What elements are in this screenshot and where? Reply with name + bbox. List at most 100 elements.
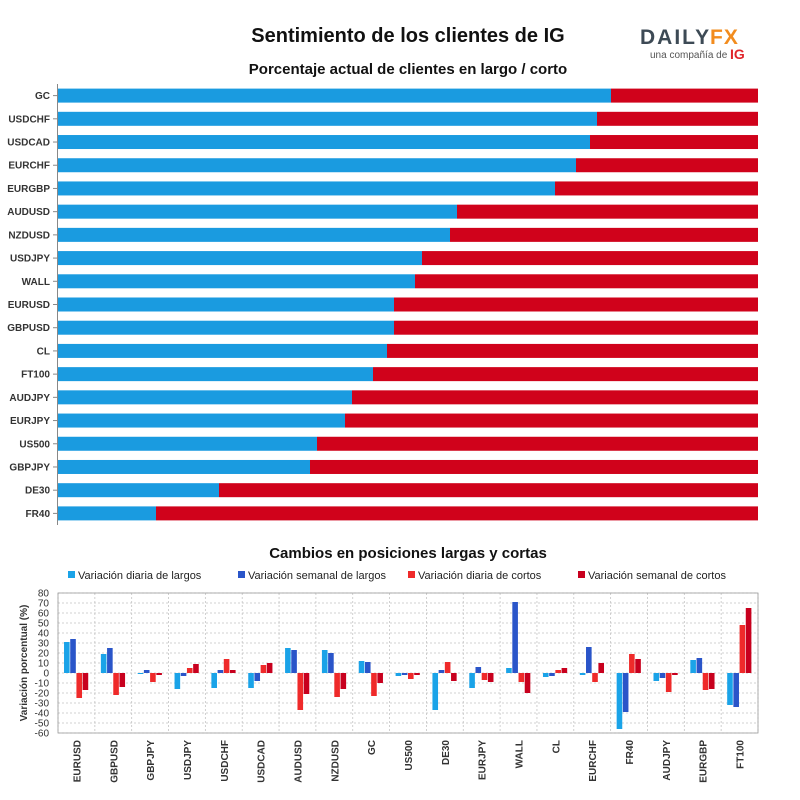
change-bar: [622, 673, 629, 712]
short-bar: [611, 88, 758, 103]
change-bar: [487, 673, 494, 682]
long-bar: [58, 274, 415, 289]
y-tick-label: 70: [38, 599, 50, 610]
long-bar: [58, 111, 597, 126]
x-category-label: WALL: [515, 740, 526, 768]
bottom-chart-title: Cambios en posiciones largas y cortas: [269, 545, 547, 562]
top-category-label: CL: [37, 346, 50, 357]
long-bar: [58, 204, 457, 219]
x-category-label: USDCAD: [257, 740, 268, 783]
x-category-label: EURGBP: [699, 740, 710, 783]
change-bar: [364, 662, 371, 673]
y-axis-title: Variación porcentual (%): [19, 605, 30, 722]
top-category-label: EURJPY: [10, 416, 50, 427]
change-bar: [254, 673, 261, 681]
top-category-label: EURCHF: [8, 161, 50, 172]
change-bar: [174, 673, 181, 689]
change-bar: [377, 673, 383, 683]
change-bar: [76, 673, 83, 698]
short-bar: [415, 274, 758, 289]
change-bar: [518, 673, 525, 682]
change-bar: [70, 639, 76, 673]
short-bar: [156, 506, 758, 521]
change-bar: [708, 673, 715, 689]
change-bar: [733, 673, 739, 707]
change-bar: [745, 608, 752, 673]
change-bar: [481, 673, 488, 680]
change-bar: [107, 648, 113, 673]
change-bar: [186, 668, 193, 673]
x-category-label: USDJPY: [183, 740, 194, 780]
short-bar: [394, 320, 758, 335]
long-bar: [58, 506, 156, 521]
long-bar: [58, 297, 394, 312]
y-tick-label: 0: [43, 669, 49, 680]
x-category-label: GBPUSD: [109, 740, 120, 783]
short-bar: [310, 459, 758, 474]
change-bar: [408, 673, 414, 679]
x-category-label: AUDUSD: [293, 740, 304, 783]
logo-fx-text: FX: [710, 26, 739, 49]
change-bar: [672, 673, 678, 675]
change-bar: [64, 642, 70, 673]
change-bar: [297, 673, 304, 710]
long-bar: [58, 135, 590, 150]
change-bar: [340, 673, 347, 689]
short-bar: [219, 483, 758, 498]
x-category-label: EURJPY: [478, 740, 489, 780]
change-bar: [659, 673, 666, 678]
change-bar: [401, 673, 408, 675]
change-bar: [395, 673, 402, 676]
change-bar: [451, 673, 457, 681]
legend-swatch: [408, 571, 415, 578]
legend-swatch: [68, 571, 75, 578]
short-bar: [422, 251, 758, 266]
change-bar: [432, 673, 439, 710]
short-bar: [590, 135, 758, 150]
top-category-label: DE30: [25, 486, 50, 497]
change-bar: [524, 673, 531, 693]
change-bar: [475, 667, 482, 673]
change-bar: [137, 673, 144, 674]
change-bar: [285, 648, 291, 673]
short-bar: [450, 227, 758, 242]
short-bar: [373, 367, 758, 382]
short-bar: [387, 343, 758, 358]
change-bar: [291, 650, 297, 673]
change-bar: [211, 673, 217, 688]
change-bar: [653, 673, 660, 681]
change-bar: [629, 654, 635, 673]
y-tick-label: -50: [35, 719, 50, 730]
change-bar: [586, 647, 592, 673]
top-category-label: FT100: [21, 370, 50, 381]
change-bar: [739, 625, 746, 673]
y-tick-label: 40: [38, 629, 50, 640]
top-category-label: GBPJPY: [9, 462, 50, 473]
change-bar: [260, 665, 267, 673]
y-tick-label: 60: [38, 609, 50, 620]
change-bar: [334, 673, 340, 697]
long-bar: [58, 320, 394, 335]
x-category-label: USDCHF: [220, 740, 231, 782]
change-bar: [328, 653, 334, 673]
long-bar: [58, 343, 387, 358]
change-bar: [592, 673, 598, 682]
long-bar: [58, 158, 576, 173]
logo-daily-text: DAILY: [640, 26, 711, 49]
top-category-label: GBPUSD: [7, 323, 50, 334]
y-tick-label: 10: [38, 659, 50, 670]
top-category-label: AUDUSD: [7, 207, 50, 218]
change-bar: [414, 673, 420, 675]
x-category-label: NZDUSD: [330, 740, 341, 782]
change-bar: [113, 673, 119, 695]
change-bar: [248, 673, 254, 688]
x-category-label: FR40: [625, 740, 636, 765]
top-category-label: EURUSD: [8, 300, 50, 311]
long-bar: [58, 413, 345, 428]
change-bar: [180, 673, 187, 676]
legend-label: Variación semanal de largos: [248, 570, 386, 582]
change-bar: [143, 670, 150, 673]
y-tick-label: 80: [38, 589, 50, 600]
main-title: Sentimiento de los clientes de IG: [251, 25, 564, 47]
short-bar: [352, 390, 758, 405]
